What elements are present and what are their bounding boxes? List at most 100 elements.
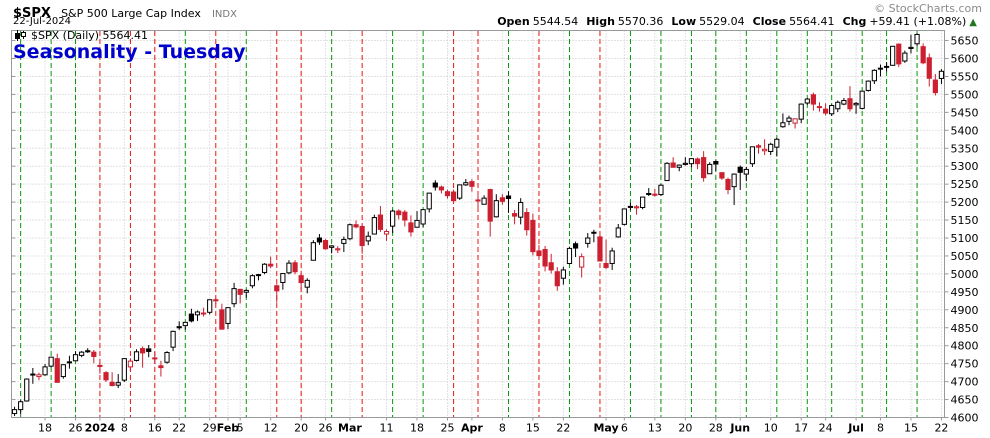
x-tick-label: Jul — [847, 422, 864, 435]
candle-body — [566, 247, 573, 264]
candle-body — [536, 250, 542, 257]
candle-body — [158, 365, 164, 369]
candle-body — [694, 158, 701, 165]
x-tick-label: 20 — [294, 422, 308, 435]
candle-body — [505, 195, 512, 200]
y-tick-label: 5300 — [951, 160, 979, 173]
candle-body — [499, 197, 505, 202]
low-value: 5529.04 — [699, 15, 745, 28]
candle-body — [304, 279, 310, 288]
candle-body — [54, 358, 60, 383]
candle-body — [896, 43, 902, 65]
x-tick-label: 16 — [148, 422, 162, 435]
open-label: Open — [497, 15, 530, 28]
candle-body — [871, 69, 877, 82]
candle-body — [390, 210, 396, 227]
candle-body — [36, 374, 42, 378]
candle-body — [72, 354, 79, 362]
x-tick-label: 22 — [556, 422, 570, 435]
candle-body — [786, 117, 792, 122]
candle-body — [835, 101, 841, 110]
candle-body — [627, 205, 634, 208]
y-tick-label: 4650 — [951, 394, 979, 407]
x-tick-label: 20 — [678, 422, 692, 435]
x-tick-label: Apr — [461, 422, 483, 435]
candle-body — [140, 348, 146, 354]
candle-body — [133, 351, 140, 361]
candle-body — [908, 46, 914, 49]
close-label: Close — [752, 15, 787, 28]
candle-body — [810, 94, 816, 105]
x-tick-label: Feb — [217, 422, 240, 435]
x-tick-label: 25 — [441, 422, 455, 435]
y-tick-label: 5550 — [951, 70, 979, 83]
candle-body — [920, 46, 926, 64]
x-tick-label: 6 — [621, 422, 628, 435]
candle-body — [371, 217, 377, 235]
candle-body — [30, 373, 36, 376]
y-tick-label: 4700 — [951, 376, 979, 389]
candle-body — [237, 288, 243, 295]
stockcharts-copyright: © StockCharts.com — [874, 2, 982, 15]
candle-body — [646, 192, 652, 195]
candle-body — [109, 381, 115, 387]
candle-body — [633, 206, 640, 209]
candle-body — [518, 201, 524, 218]
ohlc-quote-bar: Open 5544.54 High 5570.36 Low 5529.04 Close 556… — [497, 15, 977, 28]
candle-body — [585, 237, 591, 244]
candle-body — [335, 248, 341, 251]
candle-body — [524, 212, 530, 231]
x-tick-label: 8 — [499, 422, 506, 435]
candle-body — [774, 138, 780, 148]
y-tick-label: 4900 — [951, 304, 979, 317]
candle-body — [152, 357, 158, 360]
x-tick-label: 26 — [69, 422, 83, 435]
candle-body — [457, 184, 463, 199]
candle-body — [572, 243, 579, 249]
candle-body — [481, 197, 487, 205]
candle-body — [548, 262, 554, 271]
candle-body — [859, 90, 865, 109]
candle-body — [115, 382, 121, 386]
candle-body — [219, 309, 225, 330]
x-tick-label: 15 — [526, 422, 540, 435]
candle-body — [847, 98, 853, 110]
legend-text: $SPX (Daily) 5564.41 — [31, 29, 149, 42]
y-tick-label: 5100 — [951, 232, 979, 245]
candle-body — [841, 100, 847, 105]
y-tick-label: 5650 — [951, 35, 979, 48]
x-tick-label: 28 — [709, 422, 723, 435]
exchange-label: INDX — [211, 9, 237, 20]
candle-body — [127, 360, 134, 368]
candle-body — [487, 189, 493, 222]
candle-body — [682, 162, 688, 165]
y-tick-label: 5050 — [951, 250, 979, 263]
candle-body — [926, 57, 932, 79]
candle-body — [164, 352, 170, 363]
candle-body — [444, 191, 451, 197]
candle-body — [231, 288, 237, 305]
plot-legend: $SPX (Daily) 5564.41 — [14, 29, 148, 42]
x-tick-label: 22 — [172, 422, 186, 435]
high-label: High — [586, 15, 615, 28]
candle-body — [298, 275, 304, 284]
candle-body — [932, 79, 938, 94]
candle-body — [768, 143, 774, 152]
candle-body — [792, 118, 798, 124]
y-tick-label: 4600 — [951, 412, 979, 425]
candle-body — [42, 366, 48, 376]
candle-body — [353, 224, 359, 228]
y-tick-label: 5000 — [951, 268, 979, 281]
chg-value: +59.41 (+1.08%) — [869, 15, 967, 28]
candle-body — [762, 148, 768, 152]
candle-body — [615, 227, 621, 238]
candle-body — [493, 200, 499, 218]
chart-header: $SPX S&P 500 Large Cap Index INDX — [13, 2, 237, 21]
candle-body — [103, 372, 109, 381]
candle-body — [347, 224, 353, 240]
candle-body — [91, 351, 97, 357]
candle-body — [530, 219, 536, 253]
candle-body — [420, 209, 426, 225]
